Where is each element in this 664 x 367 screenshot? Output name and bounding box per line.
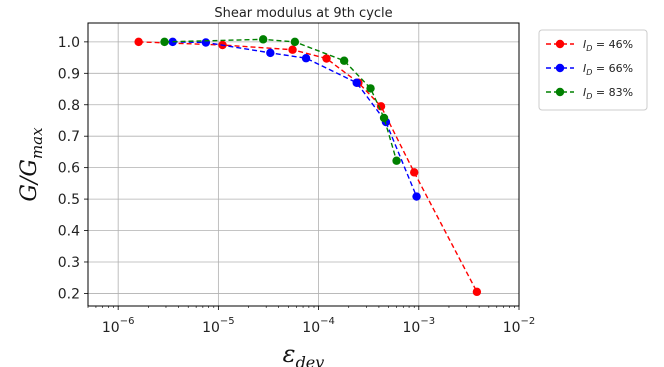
series-line — [172, 41, 418, 197]
grid-lines — [88, 23, 520, 306]
axis-ticks: 10−6 10−5 10−4 10−3 10−2 0.2 0.3 0.4 0.5 0.6 0.7 0.… — [58, 35, 536, 336]
series-3 — [160, 35, 401, 165]
y-tick-label: 0.7 — [58, 129, 80, 145]
data-point — [472, 287, 482, 297]
legend-label: ID = 83% — [583, 86, 633, 101]
series-layer — [134, 35, 482, 297]
series-line — [164, 38, 398, 161]
x-tick-label: 10−5 — [202, 316, 235, 336]
y-tick-label: 0.5 — [58, 192, 80, 208]
legend-entry: ID = 83% — [546, 86, 633, 101]
plot-frame — [87, 22, 520, 307]
y-tick-label: 0.8 — [58, 98, 80, 114]
data-point — [379, 113, 389, 123]
data-point — [412, 192, 421, 201]
data-point — [301, 54, 311, 63]
series-1 — [134, 37, 482, 297]
legend-marker — [555, 63, 565, 73]
data-point — [322, 54, 331, 63]
legend-label: ID = 66% — [583, 62, 633, 77]
series-line — [138, 41, 478, 293]
data-point — [266, 48, 275, 58]
data-point — [160, 37, 169, 47]
y-tick-label: 0.3 — [58, 255, 80, 271]
legend: ID = 46% ID = 66% ID = 83% — [538, 29, 648, 111]
data-point — [410, 168, 419, 177]
legend-box — [538, 29, 648, 111]
y-tick-label: 0.6 — [58, 161, 80, 177]
data-point — [290, 37, 300, 47]
y-tick-label: 0.2 — [58, 286, 80, 302]
x-axis-label: εdev — [283, 340, 325, 367]
x-tick-label: 10−3 — [403, 316, 436, 336]
legend-marker — [555, 39, 565, 49]
y-axis-label: G/Gmax — [17, 127, 46, 202]
legend-label: ID = 46% — [583, 38, 633, 53]
data-point — [392, 156, 401, 165]
y-tick-label: 0.9 — [58, 66, 80, 82]
legend-marker — [555, 87, 565, 97]
data-point — [352, 78, 361, 87]
legend-entry: ID = 46% — [546, 38, 633, 53]
y-tick-label: 0.4 — [58, 224, 80, 240]
data-point — [288, 45, 297, 54]
y-tick-label: 1.0 — [58, 35, 80, 51]
data-point — [366, 84, 375, 93]
x-tick-label: 10−6 — [102, 316, 135, 336]
chart-title: Shear modulus at 9th cycle — [214, 6, 392, 21]
data-point — [339, 56, 349, 65]
data-point — [201, 38, 211, 47]
x-tick-label: 10−4 — [302, 316, 335, 336]
data-point — [258, 35, 268, 44]
data-point — [134, 37, 143, 47]
legend-entry: ID = 66% — [546, 62, 633, 77]
x-tick-label: 10−2 — [503, 316, 536, 336]
